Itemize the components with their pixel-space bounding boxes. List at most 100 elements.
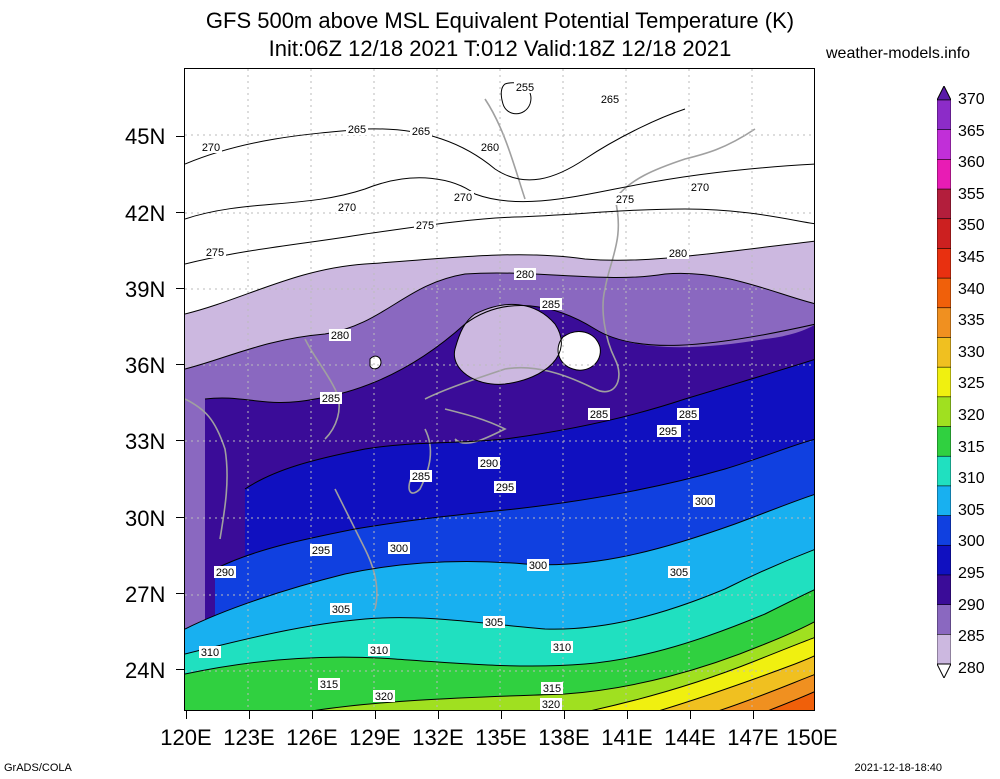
lon-label: 138E	[538, 725, 590, 750]
lon-label: 147E	[727, 725, 779, 750]
axis-tick	[501, 711, 502, 719]
contour-label-bg	[668, 566, 690, 578]
colorbar-swatch	[937, 277, 951, 309]
axis-tick	[438, 711, 439, 719]
lon-label: 144E	[664, 725, 716, 750]
axis-tick	[375, 711, 376, 719]
axis-tick	[176, 212, 184, 213]
lat-label: 24N	[125, 658, 166, 683]
lon-label: 135E	[475, 725, 527, 750]
contour-label: 280	[516, 269, 534, 281]
contour-label: 285	[542, 299, 560, 311]
contour-label-bg	[336, 201, 358, 213]
colorbar-label: 285	[958, 628, 985, 645]
colorbar-cap-top	[937, 86, 951, 101]
contour-label: 275	[206, 247, 224, 259]
colorbar-swatch	[937, 396, 951, 428]
colorbar-label: 335	[958, 312, 985, 329]
contour-labels: 255 265 265 265 260 270 270 270 270 275 275 275 280 2…	[199, 81, 715, 711]
contour-label: 320	[375, 691, 393, 703]
band-340	[770, 691, 814, 710]
axis-tick	[564, 711, 565, 719]
colorbar-label: 300	[958, 533, 985, 550]
colorbar-label: 320	[958, 407, 985, 424]
axis-tick	[176, 364, 184, 365]
colorbar-label: 360	[958, 154, 985, 171]
colorbar-swatch	[937, 544, 951, 576]
map-subtitle: Init:06Z 12/18 2021 T:012 Valid:18Z 12/1…	[268, 36, 732, 61]
contour-label-bg	[410, 125, 432, 137]
colorbar-swatch	[937, 515, 951, 547]
colorbar-label: 355	[958, 186, 985, 203]
contour-label-bg	[478, 457, 500, 469]
contour-label: 320	[542, 699, 560, 711]
contour-label-bg	[667, 247, 689, 259]
contour-label: 270	[691, 182, 709, 194]
contour-label-bg	[388, 542, 410, 554]
lat-label: 33N	[125, 429, 166, 454]
contour-label-bg	[479, 141, 501, 153]
axis-tick	[176, 136, 184, 137]
contour-label-bg	[414, 219, 436, 231]
colorbar-swatch	[937, 634, 951, 665]
contour-label: 285	[412, 471, 430, 483]
lon-label: 120E	[160, 725, 212, 750]
colorbar-label: 370	[958, 91, 985, 108]
lon-label: 141E	[601, 725, 653, 750]
axis-tick	[176, 288, 184, 289]
contour-label-bg	[483, 616, 505, 628]
contour-label: 300	[695, 496, 713, 508]
lat-label: 45N	[125, 124, 166, 149]
axis-tick	[176, 440, 184, 441]
contour-label: 270	[454, 192, 472, 204]
contour-label-bg	[588, 408, 610, 420]
lon-label: 126E	[286, 725, 338, 750]
contour-label: 300	[390, 543, 408, 555]
colorbar-swatch	[937, 337, 951, 368]
colorbar-swatch	[937, 129, 951, 161]
contour-label: 265	[601, 94, 619, 106]
map-panel: 255 265 265 265 260 270 270 270 270 275 275 275 280 2…	[184, 68, 815, 711]
axis-tick	[753, 711, 754, 719]
contour-label-bg	[514, 268, 536, 280]
contour-label: 305	[485, 617, 503, 629]
contour-label: 295	[312, 545, 330, 557]
contour-label-bg	[614, 193, 636, 205]
contour-label-bg	[318, 678, 340, 690]
colorbar-label: 295	[958, 565, 985, 582]
contour-label: 315	[543, 683, 561, 695]
contour-label-bg	[199, 646, 221, 658]
contour-label-bg	[368, 644, 390, 656]
contour-label: 265	[412, 126, 430, 138]
colorbar-label: 340	[958, 281, 985, 298]
contour-label: 315	[320, 679, 338, 691]
graticule	[185, 69, 814, 710]
lat-label: 36N	[125, 353, 166, 378]
brand-label: weather-models.info	[826, 45, 971, 62]
generated-timestamp: 2021-12-18-18:40	[854, 762, 942, 774]
contour-label: 275	[616, 194, 634, 206]
contour-label: 270	[338, 202, 356, 214]
contour-label-bg	[200, 141, 222, 153]
colorbar	[937, 86, 951, 678]
lon-label: 123E	[223, 725, 275, 750]
colorbar-label: 290	[958, 597, 985, 614]
colorbar-swatch	[937, 426, 951, 458]
colorbar-label: 310	[958, 470, 985, 487]
cold-patch	[557, 331, 601, 371]
contour-label: 290	[216, 567, 234, 579]
contour-label: 280	[331, 330, 349, 342]
contour-label: 310	[370, 645, 388, 657]
colorbar-swatch	[937, 455, 951, 487]
contour-label-bg	[599, 93, 621, 105]
lat-label: 30N	[125, 506, 166, 531]
contour-label: 305	[670, 567, 688, 579]
contour-label-bg	[541, 682, 563, 694]
contour-label-bg	[494, 481, 516, 493]
contour-label: 275	[416, 220, 434, 232]
contour-label-bg	[452, 191, 474, 203]
contour-label-bg	[689, 181, 711, 193]
contour-label-bg	[551, 641, 573, 653]
axis-tick	[312, 711, 313, 719]
axis-tick	[627, 711, 628, 719]
